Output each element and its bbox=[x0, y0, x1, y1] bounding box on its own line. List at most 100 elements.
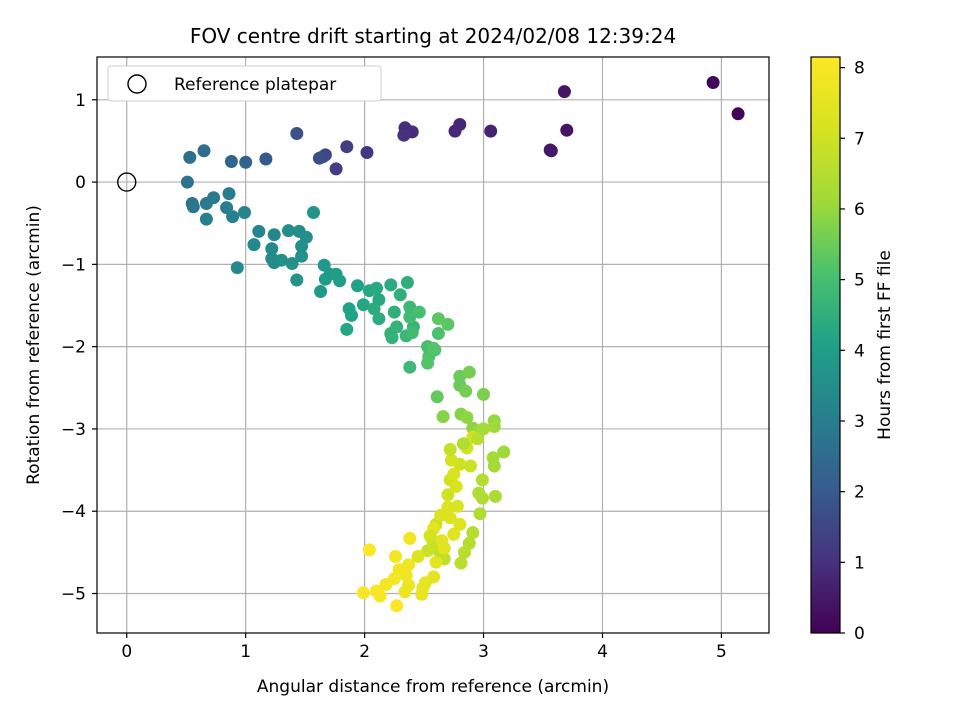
data-point bbox=[295, 239, 309, 253]
data-point bbox=[431, 327, 445, 340]
data-point bbox=[372, 312, 386, 326]
data-point bbox=[282, 224, 295, 238]
data-point bbox=[224, 155, 238, 168]
data-point bbox=[290, 273, 304, 287]
x-axis-ticks: 0 1 2 3 4 5 bbox=[121, 633, 727, 662]
data-point bbox=[285, 257, 299, 270]
legend-box bbox=[107, 65, 382, 102]
data-point bbox=[197, 144, 211, 158]
data-point bbox=[472, 486, 486, 500]
y-tick-label: −3 bbox=[61, 420, 86, 440]
data-point bbox=[385, 331, 399, 345]
data-point bbox=[390, 599, 404, 613]
data-point bbox=[423, 529, 437, 543]
data-point bbox=[421, 544, 435, 558]
legend: Reference platepar bbox=[107, 65, 382, 102]
plot-area-frame bbox=[96, 56, 770, 634]
data-point bbox=[544, 144, 558, 158]
data-point bbox=[397, 128, 411, 142]
data-point bbox=[238, 206, 251, 219]
colorbar-tick-label: 6 bbox=[854, 200, 865, 220]
data-point bbox=[444, 453, 458, 467]
data-point bbox=[318, 272, 332, 286]
data-point bbox=[312, 151, 326, 165]
data-point bbox=[345, 308, 358, 322]
data-point bbox=[459, 384, 473, 398]
data-point bbox=[560, 123, 574, 137]
data-point bbox=[356, 586, 370, 600]
data-point bbox=[453, 517, 467, 531]
data-point bbox=[226, 210, 240, 224]
y-tick-label: 1 bbox=[75, 91, 86, 111]
data-point bbox=[186, 200, 200, 214]
data-point bbox=[487, 420, 501, 433]
data-point bbox=[434, 508, 448, 522]
data-point bbox=[379, 578, 393, 591]
y-axis-label: Rotation from reference (arcmin) bbox=[24, 205, 44, 485]
data-point bbox=[449, 480, 463, 493]
data-point bbox=[430, 390, 444, 404]
data-point bbox=[393, 288, 407, 302]
colorbar-gradient bbox=[810, 56, 841, 634]
chart-title: FOV centre drift starting at 2024/02/08 … bbox=[190, 24, 676, 48]
data-point bbox=[329, 162, 343, 176]
x-tick-label: 5 bbox=[716, 642, 727, 662]
data-point bbox=[477, 387, 490, 401]
colorbar-label: Hours from first FF file bbox=[875, 250, 895, 440]
data-point bbox=[429, 555, 443, 569]
data-point bbox=[267, 228, 281, 242]
data-point bbox=[307, 206, 320, 219]
y-tick-label: −1 bbox=[61, 255, 86, 275]
data-point bbox=[403, 360, 417, 374]
data-point bbox=[360, 146, 374, 159]
data-point bbox=[557, 85, 571, 99]
data-point bbox=[199, 212, 213, 226]
data-point bbox=[497, 445, 511, 459]
data-point bbox=[487, 459, 501, 473]
data-point bbox=[412, 305, 426, 319]
x-tick-label: 4 bbox=[597, 642, 608, 662]
colorbar-tick-label: 0 bbox=[854, 624, 865, 644]
data-point bbox=[475, 473, 489, 487]
x-tick-label: 0 bbox=[121, 642, 132, 662]
data-point bbox=[259, 152, 273, 166]
data-point bbox=[436, 410, 450, 424]
data-point bbox=[458, 545, 471, 559]
data-point bbox=[464, 459, 477, 473]
data-point bbox=[340, 140, 354, 154]
data-point bbox=[362, 543, 376, 557]
reference-platepar-marker bbox=[117, 172, 137, 192]
x-tick-label: 1 bbox=[240, 642, 251, 662]
data-point bbox=[456, 437, 470, 451]
legend-entry-label: Reference platepar bbox=[174, 75, 336, 95]
x-axis-label: Angular distance from reference (arcmin) bbox=[257, 677, 609, 697]
y-tick-label: −2 bbox=[61, 338, 86, 358]
data-point bbox=[389, 550, 402, 563]
data-point bbox=[295, 249, 309, 263]
data-point bbox=[351, 279, 364, 293]
data-point bbox=[431, 312, 445, 326]
data-point bbox=[731, 107, 745, 121]
data-point bbox=[411, 550, 425, 563]
data-point bbox=[314, 285, 328, 298]
x-tick-label: 3 bbox=[478, 642, 489, 662]
data-point bbox=[427, 341, 441, 355]
colorbar-tick-label: 5 bbox=[854, 271, 865, 291]
data-point bbox=[460, 410, 474, 424]
data-point bbox=[222, 187, 236, 201]
y-tick-label: 0 bbox=[75, 173, 86, 193]
data-point bbox=[340, 322, 354, 336]
data-point bbox=[356, 298, 370, 312]
data-point bbox=[230, 261, 244, 275]
data-point bbox=[484, 124, 498, 138]
colorbar-tick-label: 2 bbox=[854, 483, 865, 503]
colorbar-tick-label: 1 bbox=[854, 553, 865, 573]
data-point bbox=[373, 589, 387, 603]
data-point bbox=[370, 281, 383, 295]
data-point bbox=[252, 224, 266, 238]
colorbar: 0 1 2 3 4 5 6 7 8 Hours from first FF file bbox=[810, 56, 895, 644]
colorbar-tick-label: 7 bbox=[854, 129, 865, 149]
data-point bbox=[247, 238, 261, 252]
data-point bbox=[367, 302, 381, 316]
data-point bbox=[421, 356, 435, 370]
